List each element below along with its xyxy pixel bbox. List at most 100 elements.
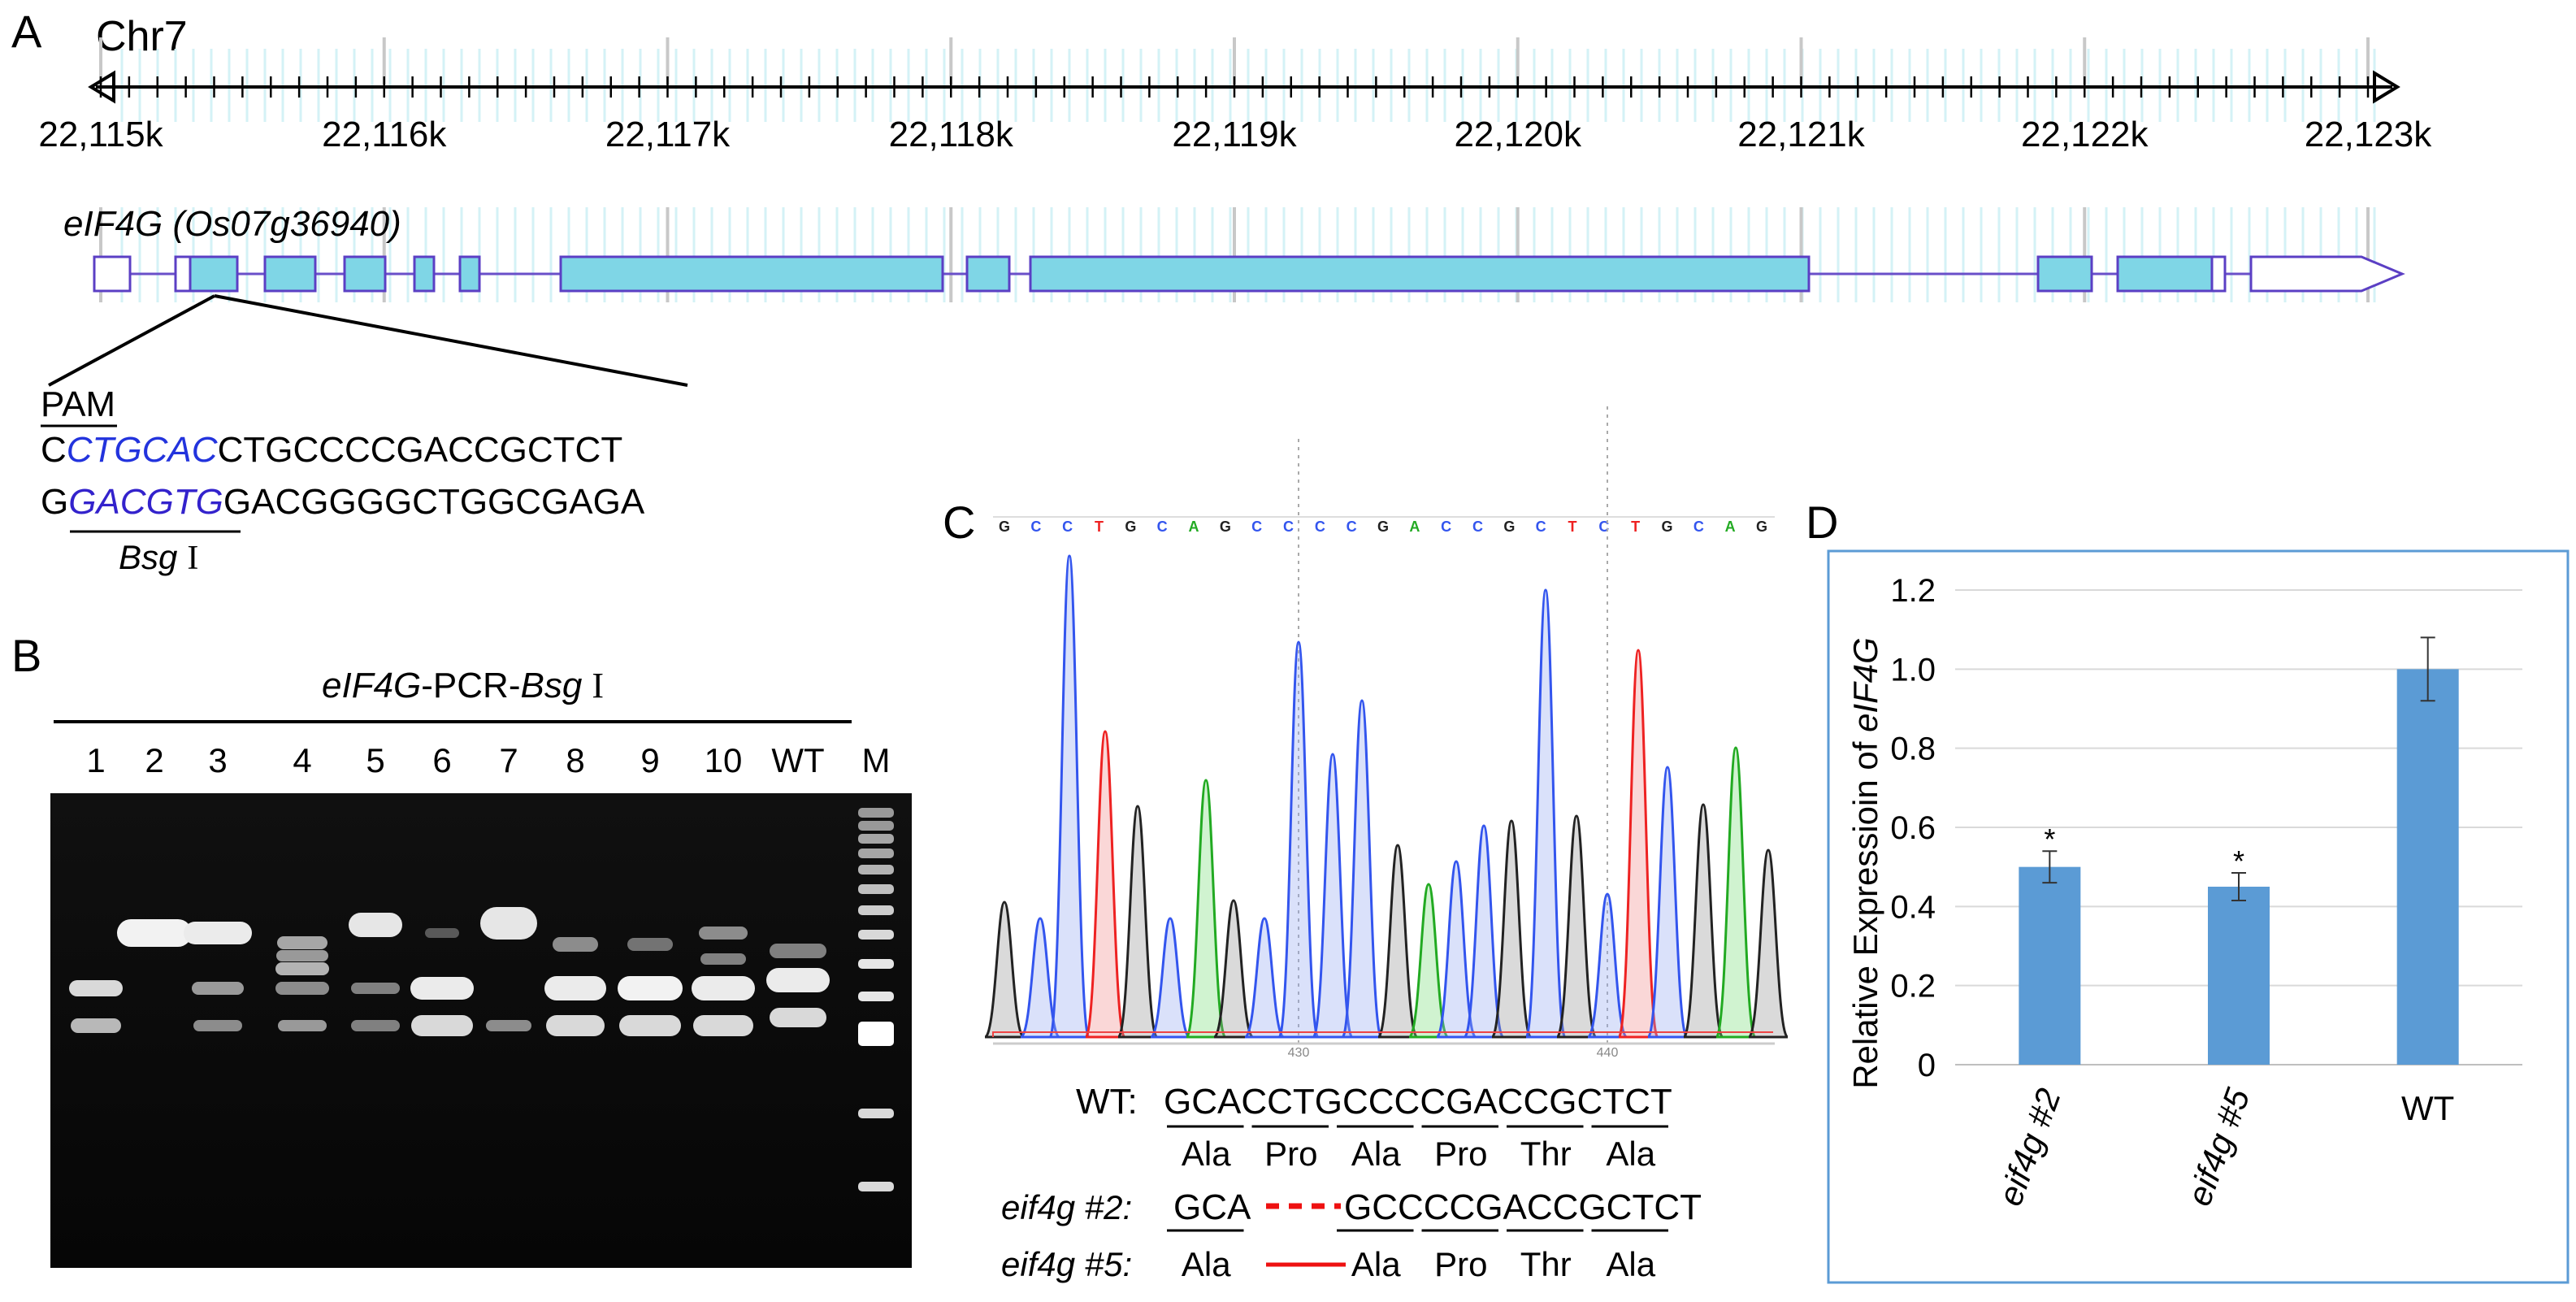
panel-a: A Chr7 22,115k 22,116k 22,117k 22,118k 22,11… — [11, 6, 2432, 577]
ladder-band — [858, 992, 894, 1001]
chromatogram-peak — [1524, 588, 1567, 1039]
panel-b: B eIF4G-PCR-Bsg I 1 2 3 4 5 6 7 8 9 10 WT M — [11, 630, 912, 1268]
lane-label: 10 — [705, 741, 743, 779]
gel-band — [770, 944, 826, 958]
ladder-band — [858, 905, 894, 915]
axis-tick-label: 22,118k — [889, 115, 1014, 154]
gel-band — [692, 976, 755, 1000]
base-call: G — [1220, 519, 1231, 535]
target-sequence-bottom: GGACGTGGACGGGGCTGGCGAGA — [41, 482, 645, 522]
mutant-5-label: eif4g #5: — [1001, 1245, 1132, 1283]
gel-band — [278, 1020, 327, 1031]
chart-y-tick-label: 0 — [1918, 1048, 1936, 1083]
gel-band — [411, 1015, 473, 1036]
chromatogram-peak — [1117, 805, 1159, 1039]
panel-a-letter: A — [11, 6, 42, 57]
chromatogram-peak — [1084, 730, 1126, 1039]
gel-band — [766, 968, 830, 992]
gel-band — [619, 1015, 681, 1036]
chart-y-tick-label: 0.8 — [1890, 731, 1936, 767]
chart-x-tick-label: WT — [2401, 1089, 2454, 1127]
base-call: C — [1062, 519, 1073, 535]
pam-label: PAM — [41, 384, 115, 424]
gel-band — [553, 937, 598, 952]
utr-exon2 — [174, 255, 192, 293]
gel-lane-labels: 1 2 3 4 5 6 7 8 9 10 WT M — [86, 741, 890, 779]
base-call: C — [1251, 519, 1262, 535]
mutant-2-seq-b: GCCCCGACCGCTCT — [1344, 1187, 1702, 1227]
lane-label: 7 — [499, 741, 518, 779]
chromatogram-peak — [1463, 824, 1505, 1039]
chromatogram-peak — [1185, 779, 1227, 1039]
lane-label: 6 — [432, 741, 451, 779]
ladder-band — [858, 959, 894, 969]
gel-band — [618, 976, 683, 1000]
chromatogram-peak — [1212, 899, 1255, 1039]
gel-band — [699, 927, 748, 940]
base-call: G — [1661, 519, 1672, 535]
gel-band — [770, 1008, 826, 1027]
base-call: C — [1472, 519, 1483, 535]
codon-underlines — [1167, 1125, 1668, 1232]
chart-bar — [2208, 887, 2270, 1065]
axis-tick-label: 22,117k — [605, 115, 731, 154]
exon — [965, 255, 1011, 293]
chromatogram-peak — [1490, 819, 1533, 1039]
amino-acid: Ala — [1351, 1245, 1401, 1283]
zoom-line-right — [214, 294, 688, 387]
axis-tick-label: 22,115k — [38, 115, 163, 154]
base-call: G — [1125, 519, 1136, 535]
base-call: C — [1347, 519, 1357, 535]
utr-exon — [2210, 255, 2227, 293]
lane-label: 4 — [293, 741, 311, 779]
base-call: G — [1756, 519, 1767, 535]
lane-label: WT — [771, 741, 824, 779]
exon — [2116, 255, 2214, 293]
bsgi-site-top: CTGCAC — [67, 430, 219, 470]
chromatogram-peak — [1715, 746, 1757, 1039]
amino-acid: Pro — [1434, 1135, 1487, 1173]
gel-bands — [69, 808, 894, 1191]
gel-band — [184, 922, 252, 944]
chart-y-tick-label: 1.2 — [1890, 573, 1936, 609]
significance-mark: * — [2044, 822, 2055, 856]
position-label: 430 — [1288, 1046, 1310, 1060]
mutant-5-amino-acids: Ala Ala Pro Thr Ala — [1182, 1245, 1656, 1283]
ladder-band — [858, 834, 894, 844]
gel-band — [277, 936, 327, 949]
chromatogram-position-labels: 430 440 — [1288, 1046, 1619, 1060]
axis-tick-labels: 22,115k 22,116k 22,117k 22,118k 22,119k 22,12… — [38, 115, 2432, 154]
mutant-2-seq-a: GCA — [1173, 1187, 1251, 1227]
chromatogram-peak — [1747, 848, 1789, 1039]
base-call: A — [1725, 519, 1736, 535]
axis-tick-label: 22,120k — [1454, 115, 1582, 154]
base-call: C — [1536, 519, 1546, 535]
panel-b-letter: B — [11, 630, 41, 681]
gel-band — [546, 1015, 605, 1036]
gel-band — [693, 1015, 753, 1036]
chromatogram-peak — [1586, 892, 1628, 1039]
mutant-2-label: eif4g #2: — [1001, 1188, 1132, 1226]
gel-band — [192, 982, 244, 995]
lane-label: 8 — [566, 741, 584, 779]
base-call: C — [1283, 519, 1294, 535]
chart-y-tick-label: 0.6 — [1890, 810, 1936, 846]
gel-image — [50, 793, 912, 1268]
base-call: C — [1315, 519, 1325, 535]
chromatogram-peak — [1341, 699, 1383, 1039]
chromatogram-peak — [1048, 554, 1091, 1039]
chart-bars: ** — [2019, 636, 2459, 1065]
base-call: T — [1568, 519, 1577, 535]
axis-minor-ticks — [99, 76, 2370, 98]
amino-acid: Ala — [1606, 1135, 1655, 1173]
chromatogram-peak — [1435, 860, 1477, 1039]
gel-band — [351, 983, 400, 994]
chart-y-tick-label: 1.0 — [1890, 652, 1936, 688]
lane-label: 3 — [208, 741, 227, 779]
amino-acid: Ala — [1182, 1245, 1231, 1283]
chromatogram-peak — [1243, 917, 1286, 1039]
gel-band — [275, 962, 329, 975]
amino-acid: Ala — [1606, 1245, 1655, 1283]
chromatogram-noise — [992, 1031, 1773, 1037]
chromatogram-peak — [1617, 649, 1659, 1039]
